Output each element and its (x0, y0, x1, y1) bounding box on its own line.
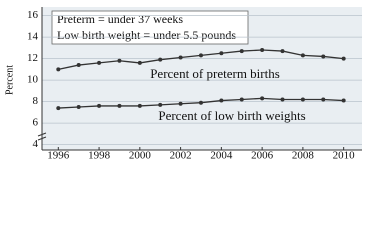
point (97, 103, 102, 108)
point (137, 60, 142, 65)
point (300, 53, 305, 58)
note: Low birth weight = under 5.5 pounds (57, 28, 236, 42)
point (178, 101, 183, 106)
x-tick-label: 2008 (292, 150, 315, 162)
point (56, 106, 61, 111)
x-tick-label: 2006 (251, 150, 274, 162)
point (117, 103, 122, 108)
point (56, 67, 61, 72)
x-tick-label: 2002 (170, 150, 192, 162)
point (300, 97, 305, 102)
y-tick-label: 14 (27, 31, 39, 43)
point (158, 102, 163, 107)
y-tick-label: 10 (27, 74, 39, 86)
point (341, 98, 346, 103)
point (137, 103, 142, 108)
point (341, 56, 346, 61)
point (260, 96, 265, 101)
point (76, 63, 81, 68)
series-label: Percent of preterm births (150, 66, 280, 81)
point (239, 49, 244, 54)
point (219, 51, 224, 56)
point (158, 57, 163, 62)
point (178, 55, 183, 60)
y-tick-label: 16 (27, 9, 39, 21)
point (117, 58, 122, 63)
y-axis-label: Percent (4, 65, 15, 95)
point (280, 97, 285, 102)
x-tick-label: 1998 (88, 150, 111, 162)
point (97, 60, 102, 65)
y-tick-label: 4 (33, 138, 39, 150)
point (198, 53, 203, 58)
point (260, 48, 265, 53)
y-tick-label: 6 (33, 117, 39, 129)
point (321, 97, 326, 102)
x-tick-label: 2004 (210, 150, 233, 162)
series-label: Percent of low birth weights (158, 108, 305, 123)
y-tick-label: 12 (27, 52, 38, 64)
point (321, 54, 326, 59)
x-tick-label: 2000 (129, 150, 152, 162)
y-tick-label: 8 (33, 95, 39, 107)
x-tick-label: 1996 (47, 150, 70, 162)
x-tick-label: 2010 (333, 150, 356, 162)
point (239, 97, 244, 102)
point (280, 49, 285, 54)
point (76, 104, 81, 109)
point (198, 100, 203, 105)
point (219, 98, 224, 103)
chart: Preterm = under 37 weeks Low birth weigh… (4, 7, 362, 162)
note: Preterm = under 37 weeks (57, 12, 183, 26)
note-box (51, 10, 249, 45)
